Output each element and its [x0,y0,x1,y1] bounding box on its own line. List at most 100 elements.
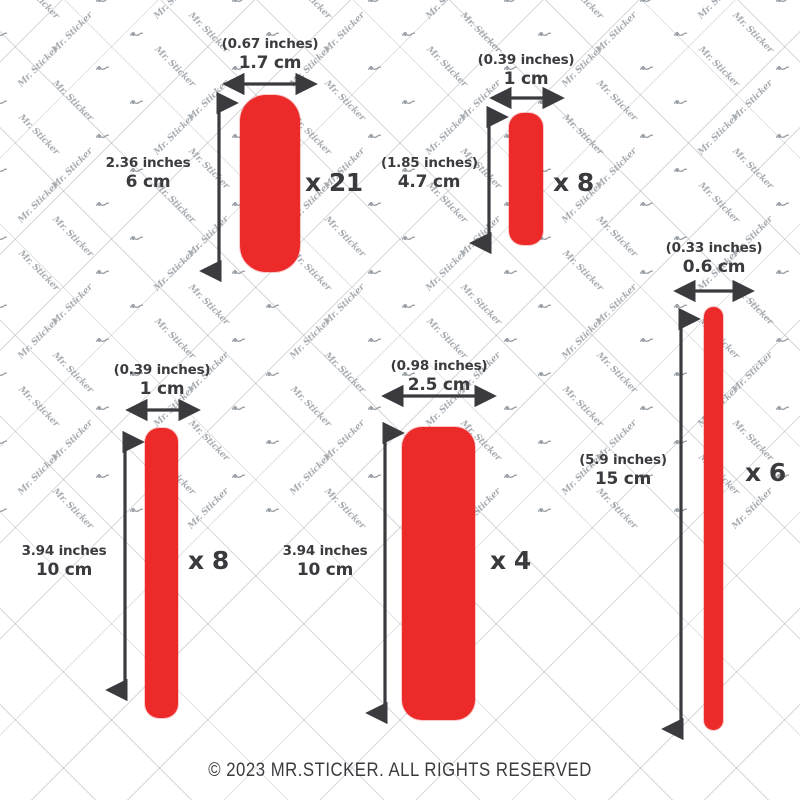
watermark-swash-icon [776,65,789,72]
width-cm-text: 0.6 cm [682,257,746,278]
watermark-swash-icon [640,405,653,412]
watermark-wordmark: Mr. Sticker [322,418,367,464]
watermark-wordmark: Mr. Sticker [560,0,605,21]
watermark-swash-icon [130,303,143,310]
watermark-wordmark: Mr. Sticker [696,112,741,158]
watermark-swash-icon [368,269,381,276]
watermark-swash-icon [538,303,551,310]
watermark-swash-icon [776,337,789,344]
watermark-wordmark: Mr. Sticker [322,282,367,328]
watermark-wordmark: Mr. Sticker [152,112,197,158]
watermark-swash-icon [96,65,109,72]
watermark-swash-icon [96,0,109,4]
height-label-strip-6cm: 2.36 inches 6 cm [93,155,203,193]
width-inches-text: (0.67 inches) [221,36,319,52]
sticker-swatch-strip-4_7cm [509,113,543,245]
watermark-swash-icon [640,0,653,4]
height-label-strip-4_7cm: (1.85 inches) 4.7 cm [381,155,478,193]
height-inches-text: 3.94 inches [21,543,107,559]
watermark-wordmark: Mr. Sticker [560,384,605,430]
watermark-wordmark: Mr. Sticker [16,452,61,498]
sticker-swatch-strip-15cm [704,307,723,730]
watermark-wordmark: Mr. Sticker [288,384,333,430]
watermark-wordmark: Mr. Sticker [458,282,503,328]
height-cm-text: 10 cm [296,560,354,581]
watermark-swash-icon [504,269,517,276]
watermark-swash-icon [776,133,789,140]
watermark-swash-icon [640,201,653,208]
height-inches-text: (1.85 inches) [381,155,478,171]
watermark-wordmark: Mr. Sticker [152,248,197,294]
watermark-wordmark: Mr. Sticker [424,248,469,294]
height-cm-text: 6 cm [125,172,171,193]
width-arrow-strip-4_7cm [489,86,565,110]
width-label-strip-6cm: (0.67 inches) 1.7 cm [180,36,360,74]
width-inches-text: (0.39 inches) [477,52,575,68]
watermark-wordmark: Mr. Sticker [594,350,639,396]
copyright-footer: © 2023 MR.STICKER. ALL RIGHTS RESERVED [208,760,592,781]
watermark-swash-icon [402,303,415,310]
quantity-strip-6cm: x 21 [305,168,363,197]
watermark-swash-icon [368,0,381,4]
width-arrow-strip-10cm-narrow [125,398,201,422]
watermark-wordmark: Mr. Sticker [322,486,367,532]
watermark-swash-icon [640,65,653,72]
watermark-swash-icon [674,31,687,38]
watermark-wordmark: Mr. Sticker [424,316,469,362]
watermark-swash-icon [0,99,7,106]
watermark-wordmark: Mr. Sticker [186,282,231,328]
watermark-swash-icon [266,371,279,378]
watermark-wordmark: Mr. Sticker [696,44,741,90]
height-cm-text: 15 cm [594,469,652,490]
watermark-wordmark: Mr. Sticker [152,0,197,21]
watermark-swash-icon [368,201,381,208]
width-inches-text: (0.33 inches) [665,240,763,256]
watermark-swash-icon [266,507,279,514]
watermark-wordmark: Mr. Sticker [50,146,95,192]
width-cm-text: 1.7 cm [238,53,302,74]
watermark-wordmark: Mr. Sticker [322,78,367,124]
watermark-wordmark: Mr. Sticker [16,112,61,158]
watermark-swash-icon [504,337,517,344]
watermark-swash-icon [402,235,415,242]
sticker-swatch-strip-10cm-narrow [145,428,178,718]
watermark-wordmark: Mr. Sticker [730,486,775,532]
height-arrow-strip-4_7cm [469,105,509,255]
watermark-wordmark: Mr. Sticker [458,10,503,56]
watermark-swash-icon [96,201,109,208]
watermark-swash-icon [674,303,687,310]
watermark-wordmark: Mr. Sticker [288,452,333,498]
watermark-swash-icon [538,371,551,378]
width-label-strip-10cm-narrow: (0.39 inches) 1 cm [72,362,252,400]
watermark-wordmark: Mr. Sticker [730,78,775,124]
height-cm-text: 10 cm [35,560,93,581]
height-inches-text: (5.9 inches) [579,452,667,468]
watermark-swash-icon [0,167,7,174]
watermark-swash-icon [368,65,381,72]
watermark-swash-icon [0,507,7,514]
quantity-strip-10cm-narrow: x 8 [188,546,229,575]
watermark-wordmark: Mr. Sticker [594,486,639,532]
height-label-strip-15cm: (5.9 inches) 15 cm [575,452,671,490]
width-cm-text: 2.5 cm [407,375,471,396]
watermark-wordmark: Mr. Sticker [288,316,333,362]
width-arrow-strip-6cm [222,72,318,96]
watermark-wordmark: Mr. Sticker [186,418,231,464]
width-arrow-strip-15cm [673,279,755,303]
watermark-swash-icon [96,405,109,412]
watermark-swash-icon [232,337,245,344]
width-label-strip-15cm: (0.33 inches) 0.6 cm [624,240,800,278]
height-arrow-strip-6cm [199,91,239,283]
watermark-wordmark: Mr. Sticker [594,10,639,56]
height-arrow-strip-10cm-wide [365,421,405,725]
watermark-swash-icon [640,337,653,344]
watermark-wordmark: Mr. Sticker [50,78,95,124]
watermark-swash-icon [538,439,551,446]
watermark-wordmark: Mr. Sticker [288,0,333,21]
width-inches-text: (0.39 inches) [113,362,211,378]
watermark-wordmark: Mr. Sticker [322,214,367,260]
quantity-strip-4_7cm: x 8 [553,168,594,197]
watermark-wordmark: Mr. Sticker [730,418,775,464]
watermark-swash-icon [96,269,109,276]
